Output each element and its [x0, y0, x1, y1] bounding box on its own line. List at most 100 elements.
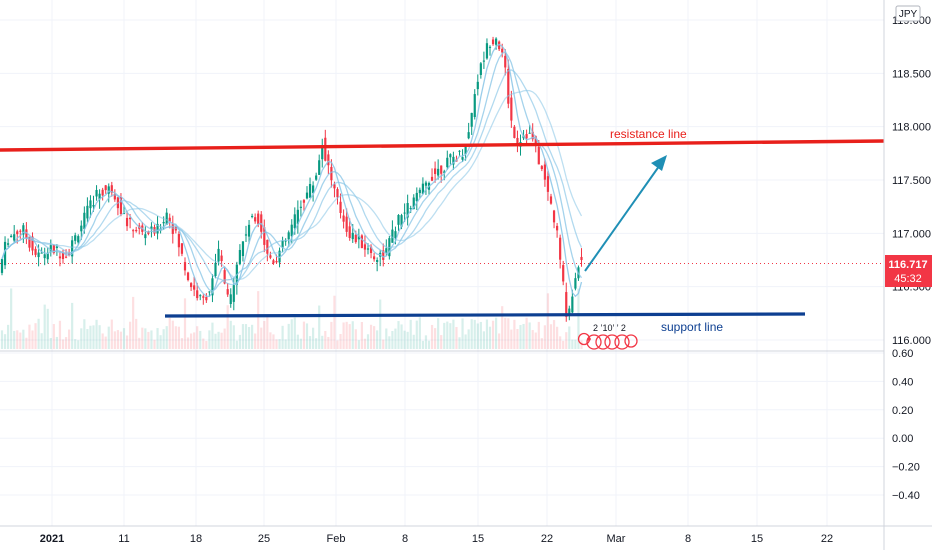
last-price-value: 116.717 [888, 259, 927, 271]
candle-body [565, 292, 568, 317]
indicator-tick-label: −0.20 [892, 462, 920, 474]
candle-body [556, 225, 559, 231]
time-tick-label: 8 [685, 533, 691, 545]
volume-bar [284, 339, 287, 349]
volume-bar [74, 339, 77, 349]
candle-body [482, 60, 485, 62]
indicator-tick-label: 0.60 [892, 348, 913, 360]
volume-bar [55, 336, 58, 349]
candle-body [394, 231, 397, 239]
candle-body [220, 255, 223, 262]
volume-bar [31, 330, 34, 349]
candle-body [180, 243, 184, 254]
volume-bar [68, 329, 71, 349]
candle-body [132, 230, 135, 232]
volume-bar [235, 340, 238, 349]
resistance-line-label: resistance line [610, 127, 687, 141]
volume-bar [186, 337, 190, 349]
candle-body [318, 160, 321, 175]
time-tick-label: 22 [821, 533, 833, 545]
event-markers[interactable]: 2 ’10’ ’ 2 [577, 323, 638, 350]
volume-bar [330, 321, 333, 349]
candle-body [257, 213, 260, 225]
support-line[interactable] [164, 312, 806, 318]
volume-bar [312, 327, 315, 349]
volume-bar [427, 340, 431, 349]
volume-bar [153, 339, 156, 349]
candle-body [302, 200, 306, 203]
indicator-axis: 0.60 0.40 0.20 0.00 −0.20 −0.40 [892, 348, 920, 502]
candle-body [19, 230, 22, 232]
moving-average-lines [1, 43, 583, 298]
candle-body [254, 217, 257, 222]
candle-body [186, 272, 190, 281]
candle-body [263, 227, 266, 245]
volume-bar [180, 338, 184, 349]
candle-body [324, 137, 327, 161]
candle-body [406, 203, 409, 218]
candle-body [305, 192, 309, 199]
candle-body [470, 112, 473, 127]
volume-bar [244, 324, 248, 349]
volume-bar [226, 305, 229, 349]
candle-body [251, 215, 254, 217]
volume-bar [232, 325, 235, 349]
volume-bar [461, 318, 464, 349]
candle-body [446, 157, 449, 168]
candle-body [443, 171, 446, 173]
volume-bar [446, 321, 449, 349]
volume-bar [290, 319, 293, 349]
candle-body [110, 185, 113, 193]
volume-bar [522, 323, 525, 349]
volume-bar [443, 322, 446, 349]
volume-bar [437, 318, 440, 349]
candle-body [540, 166, 543, 169]
candle-body [229, 294, 232, 304]
time-tick-label: 18 [190, 533, 202, 545]
candle-body [284, 240, 287, 242]
volume-bar [412, 334, 415, 349]
candle-body [330, 166, 333, 181]
volume-bar [122, 328, 126, 349]
volume-bar [556, 326, 559, 349]
volume-bar [467, 329, 470, 349]
volume-bar [516, 329, 519, 349]
volume-bar [308, 336, 312, 349]
candle-body [135, 229, 138, 232]
volume-bar [531, 330, 534, 349]
volume-bar [25, 337, 28, 349]
resistance-line[interactable] [0, 139, 885, 152]
candle-body [193, 285, 196, 290]
candle-body [205, 296, 208, 301]
volume-bar [113, 331, 116, 349]
volume-bar [549, 324, 553, 349]
candle-body [333, 184, 336, 189]
volume-bar [540, 338, 543, 349]
volume-bar [43, 304, 46, 349]
candle-body [80, 225, 83, 232]
candle-body [421, 183, 424, 194]
volume-bar [315, 338, 318, 349]
currency-badge[interactable] [895, 5, 921, 22]
candle-body [61, 252, 65, 259]
volume-bar [351, 321, 354, 349]
volume-bar [373, 326, 376, 349]
volume-bar [141, 327, 144, 349]
volume-bar [190, 333, 193, 349]
volume-bar [174, 326, 177, 349]
volume-bar [150, 330, 153, 349]
forecast-arrow[interactable] [584, 155, 667, 272]
candle-body [504, 55, 507, 68]
volume-bar [71, 302, 74, 349]
candle-body [473, 94, 476, 118]
volume-bar [58, 320, 62, 349]
volume-bar [369, 324, 373, 349]
volume-bar [482, 331, 485, 349]
candle-body [208, 291, 211, 293]
candles [0, 36, 583, 322]
volume-bar [513, 319, 516, 349]
volume-bar [485, 319, 489, 349]
volume-bar [333, 295, 336, 349]
volume-bar [479, 321, 482, 349]
